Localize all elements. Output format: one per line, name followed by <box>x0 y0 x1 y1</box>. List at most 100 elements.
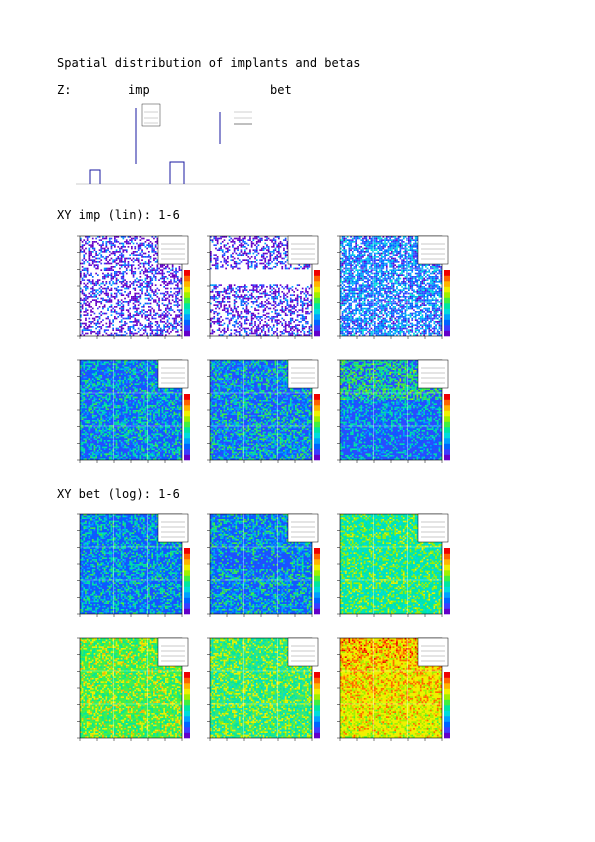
heatmap-cell <box>165 309 167 311</box>
heatmap-cell <box>271 267 273 270</box>
heatmap-cell <box>264 324 267 326</box>
heatmap-cell <box>114 261 116 263</box>
heatmap-cell <box>411 252 414 255</box>
heatmap-cell <box>80 237 82 240</box>
heatmap-cell <box>232 294 234 296</box>
heatmap-cell <box>107 301 109 303</box>
heatmap-cell <box>88 296 91 298</box>
heatmap-cell <box>85 307 87 310</box>
palette-swatch <box>314 325 320 331</box>
heatmap-cell <box>112 252 114 255</box>
heatmap-cell <box>375 237 378 240</box>
heatmap-cell <box>401 256 403 258</box>
heatmap-cell <box>385 264 388 266</box>
heatmap-cell <box>271 292 273 295</box>
heatmap-cell <box>278 294 280 296</box>
heatmap-cell <box>230 291 233 293</box>
heatmap-cell <box>416 291 419 293</box>
heatmap-cell <box>394 281 397 283</box>
heatmap-cell <box>81 322 84 325</box>
heatmap-cell <box>379 259 381 261</box>
heatmap-cell <box>392 284 395 286</box>
heatmap-cell <box>173 326 176 328</box>
heatmap-cell <box>340 269 342 271</box>
heatmap-cell <box>170 322 172 325</box>
heatmap-cell <box>266 262 268 265</box>
heatmap-cell <box>250 297 253 300</box>
heatmap-cell <box>141 334 143 336</box>
heatmap-cell <box>176 276 179 278</box>
heatmap-cell <box>90 301 92 303</box>
heatmap-cell <box>107 309 109 311</box>
heatmap-cell <box>380 242 383 245</box>
heatmap-cell <box>377 262 380 265</box>
heatmap-cell <box>397 244 400 246</box>
heatmap-cell <box>165 316 167 318</box>
heatmap-cell <box>289 309 292 311</box>
heatmap-cell <box>158 334 160 336</box>
heatmap-cell <box>158 324 160 326</box>
heatmap-cell <box>389 287 391 290</box>
heatmap-cell <box>173 287 176 290</box>
heatmap-cell <box>433 277 436 280</box>
heatmap-cell <box>141 242 143 245</box>
heatmap-cell <box>119 334 121 336</box>
heatmap-cell <box>274 302 277 305</box>
heatmap-cell <box>353 247 356 250</box>
heatmap-cell <box>266 334 268 336</box>
heatmap-cell <box>108 242 111 245</box>
heatmap-cell <box>237 257 239 260</box>
heatmap-cell <box>86 279 89 281</box>
heatmap-cell <box>392 244 395 246</box>
heatmap-cell <box>387 282 390 285</box>
heatmap-cell <box>419 296 422 298</box>
heatmap-cell <box>418 291 420 293</box>
heatmap-cell <box>259 322 261 325</box>
heatmap-cell <box>305 294 307 296</box>
heatmap-cell <box>100 269 103 271</box>
heatmap-cell <box>367 279 369 281</box>
heatmap-cell <box>144 302 147 305</box>
heatmap-cell <box>358 276 361 278</box>
heatmap-cell <box>372 246 374 248</box>
heatmap-cell <box>216 294 219 296</box>
heatmap-cell <box>340 299 342 301</box>
heatmap-cell <box>141 244 143 246</box>
heatmap-cell <box>154 257 157 260</box>
heatmap-cell <box>120 276 123 278</box>
heatmap-cell <box>355 261 357 263</box>
heatmap-cell <box>148 319 150 321</box>
heatmap-cell <box>396 274 398 276</box>
heatmap-cell <box>440 299 442 301</box>
heatmap-cell <box>379 281 381 283</box>
heatmap-cell <box>345 256 347 258</box>
heatmap-cell <box>114 317 116 320</box>
heatmap-cell <box>389 249 391 251</box>
heatmap-cell <box>85 329 87 331</box>
heatmap-cell <box>358 246 361 248</box>
heatmap-cell <box>436 294 439 296</box>
heatmap-cell <box>250 306 253 308</box>
heatmap-cell <box>384 252 386 255</box>
heatmap-cell <box>255 331 258 333</box>
heatmap-cell <box>394 249 397 251</box>
heatmap-cell <box>392 262 395 265</box>
heatmap-cell <box>362 266 364 268</box>
heatmap-cell <box>102 247 104 250</box>
heatmap-cell <box>421 267 424 270</box>
heatmap-cell <box>237 316 239 318</box>
heatmap-cell <box>114 241 116 243</box>
heatmap-cell <box>382 284 385 286</box>
heatmap-cell <box>105 301 108 303</box>
heatmap-cell <box>228 246 231 248</box>
heatmap-cell <box>227 297 229 300</box>
heatmap-cell <box>232 267 234 270</box>
heatmap-cell <box>351 294 354 296</box>
heatmap-cell <box>213 304 216 306</box>
heatmap-cell <box>117 236 120 238</box>
heatmap-cell <box>374 282 376 285</box>
heatmap-cell <box>370 249 373 251</box>
heatmap-cell <box>416 292 419 295</box>
heatmap-cell <box>394 261 397 263</box>
heatmap-cell <box>341 236 344 238</box>
